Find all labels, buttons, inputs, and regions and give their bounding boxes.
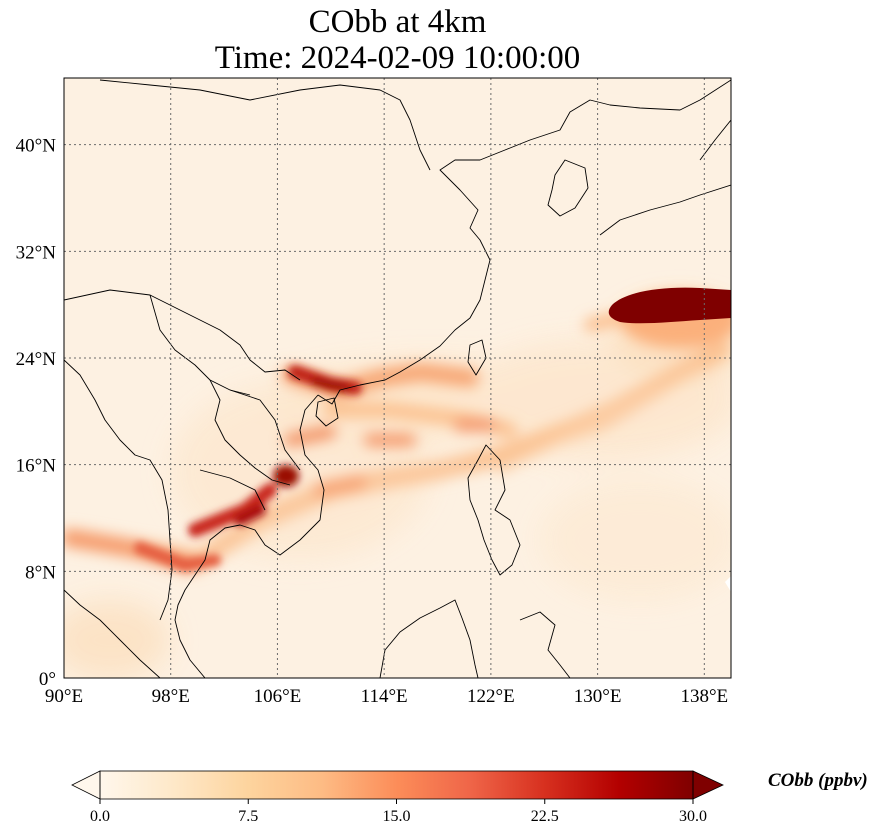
colorbar-tick-label: 7.5 (238, 808, 258, 825)
lon-tick-label: 122°E (467, 686, 515, 707)
lon-tick-label: 98°E (152, 686, 190, 707)
lat-tick-label: 40°N (16, 136, 57, 157)
lat-tick-label: 16°N (16, 456, 57, 477)
colorbar-tick-label: 0.0 (90, 808, 110, 825)
map-panel (64, 78, 731, 678)
coastlines-and-borders (64, 79, 731, 678)
lon-tick-label: 90°E (45, 686, 83, 707)
map-frame (63, 77, 732, 679)
colorbar-ticks: 0.0 7.5 15.0 22.5 30.0 (90, 799, 707, 825)
colorbar-tick-label: 15.0 (383, 808, 411, 825)
colorbar-tick-label: 30.0 (679, 808, 707, 825)
gridlines (64, 78, 731, 678)
no-data-patch (725, 576, 731, 592)
lon-tick-label: 114°E (361, 686, 408, 707)
lat-tick-label: 8°N (25, 562, 56, 583)
colorbar-gradient (100, 771, 693, 799)
lon-tick-label: 106°E (254, 686, 302, 707)
colorbar: 0.0 7.5 15.0 22.5 30.0 (71, 770, 724, 825)
lat-tick-label: 24°N (16, 349, 57, 370)
lat-tick-label: 0° (39, 669, 56, 690)
latitude-axis: 0° 8°N 16°N 24°N 32°N 40°N (16, 136, 57, 690)
lat-tick-label: 32°N (16, 242, 57, 263)
map-title: CObb at 4km (308, 4, 487, 40)
lon-tick-label: 130°E (574, 686, 622, 707)
longitude-axis: 90°E 98°E 106°E 114°E 122°E 130°E 138°E (45, 686, 728, 707)
colorbar-extend-max (692, 770, 724, 800)
colorbar-extend-min (71, 770, 101, 800)
lon-tick-label: 138°E (680, 686, 728, 707)
map-subtitle-time: Time: 2024-02-09 10:00:00 (214, 40, 581, 76)
colorbar-label: CObb (ppbv) (768, 770, 868, 791)
colorbar-tick-label: 22.5 (531, 808, 559, 825)
plume-core-south-of-japan (608, 287, 731, 324)
plume-cores (134, 365, 362, 572)
